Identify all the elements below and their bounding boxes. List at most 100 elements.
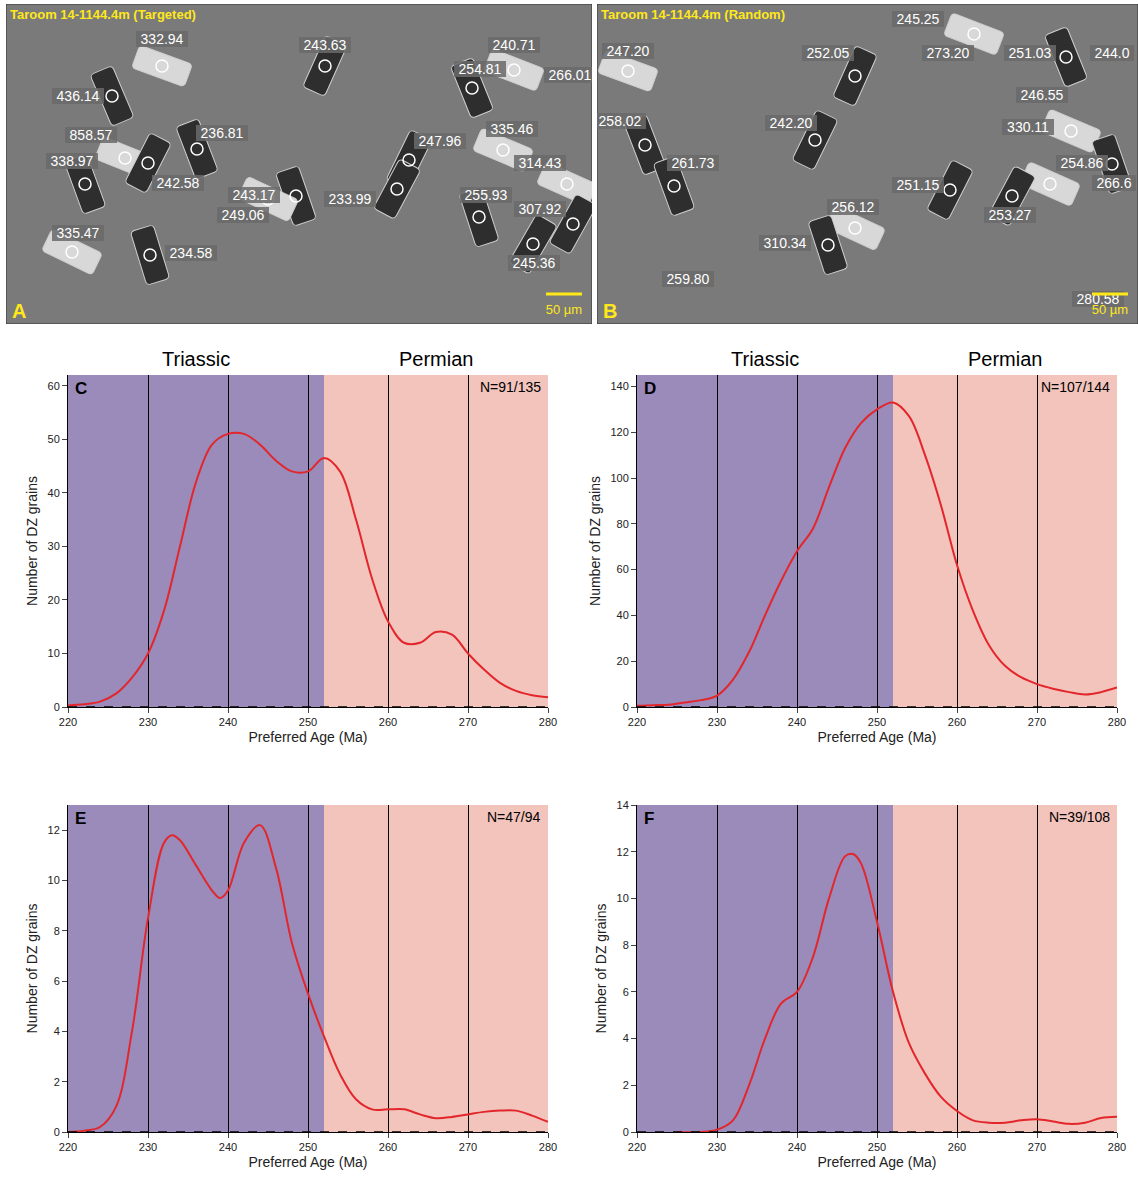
svg-text:0: 0 (623, 701, 629, 713)
svg-text:243.17: 243.17 (233, 187, 276, 203)
svg-text:266.6: 266.6 (1096, 175, 1131, 191)
svg-text:230: 230 (708, 716, 726, 728)
svg-text:12: 12 (48, 824, 60, 836)
svg-text:60: 60 (617, 563, 629, 575)
svg-text:50 µm: 50 µm (546, 302, 582, 317)
svg-text:250: 250 (299, 1141, 317, 1153)
svg-text:250: 250 (868, 1141, 886, 1153)
svg-text:2: 2 (623, 1079, 629, 1091)
svg-text:330.11: 330.11 (1007, 119, 1049, 135)
svg-text:Number of DZ grains: Number of DZ grains (24, 904, 40, 1034)
svg-text:D: D (644, 379, 656, 398)
svg-text:0: 0 (54, 1126, 60, 1138)
svg-text:307.92: 307.92 (519, 201, 562, 217)
svg-text:255.93: 255.93 (465, 187, 508, 203)
svg-text:10: 10 (48, 647, 60, 659)
svg-text:270: 270 (459, 1141, 477, 1153)
svg-text:270: 270 (459, 716, 477, 728)
svg-text:12: 12 (617, 846, 629, 858)
svg-text:234.58: 234.58 (170, 245, 213, 261)
svg-text:280: 280 (1108, 716, 1126, 728)
svg-text:335.47: 335.47 (57, 225, 100, 241)
svg-text:332.94: 332.94 (141, 31, 184, 47)
svg-text:254.81: 254.81 (459, 61, 502, 77)
svg-text:F: F (644, 809, 654, 828)
svg-text:280: 280 (1108, 1141, 1126, 1153)
svg-text:140: 140 (610, 380, 628, 392)
svg-text:220: 220 (59, 1141, 77, 1153)
svg-text:Taroom 14-1144.4m (Random): Taroom 14-1144.4m (Random) (601, 7, 785, 22)
svg-text:80: 80 (617, 518, 629, 530)
svg-text:246.55: 246.55 (1021, 87, 1064, 103)
svg-text:220: 220 (628, 716, 646, 728)
svg-text:251.03: 251.03 (1009, 45, 1052, 61)
svg-text:245.25: 245.25 (897, 11, 940, 27)
svg-text:314.43: 314.43 (519, 155, 562, 171)
svg-text:220: 220 (628, 1141, 646, 1153)
svg-text:260: 260 (948, 1141, 966, 1153)
svg-text:40: 40 (48, 487, 60, 499)
svg-text:N=39/108: N=39/108 (1049, 809, 1110, 825)
svg-text:Number of DZ grains: Number of DZ grains (593, 904, 609, 1034)
svg-text:260: 260 (948, 716, 966, 728)
svg-text:8: 8 (623, 939, 629, 951)
svg-text:Permian: Permian (399, 348, 473, 370)
svg-text:6: 6 (623, 986, 629, 998)
svg-text:Preferred Age (Ma): Preferred Age (Ma) (248, 1154, 367, 1170)
svg-text:249.06: 249.06 (222, 207, 265, 223)
svg-text:Triassic: Triassic (731, 348, 799, 370)
svg-text:N=91/135: N=91/135 (480, 379, 541, 395)
svg-text:240: 240 (219, 1141, 237, 1153)
svg-text:Number of DZ grains: Number of DZ grains (24, 476, 40, 606)
svg-text:50 µm: 50 µm (1092, 302, 1128, 317)
svg-text:858.57: 858.57 (70, 127, 113, 143)
svg-text:260: 260 (379, 716, 397, 728)
svg-text:N=47/94: N=47/94 (487, 809, 541, 825)
svg-text:20: 20 (617, 655, 629, 667)
svg-text:50: 50 (48, 433, 60, 445)
svg-text:245.36: 245.36 (513, 255, 556, 271)
svg-text:233.99: 233.99 (329, 191, 372, 207)
svg-text:254.86: 254.86 (1061, 155, 1104, 171)
svg-text:247.96: 247.96 (419, 133, 462, 149)
svg-text:0: 0 (54, 701, 60, 713)
svg-text:258.02: 258.02 (599, 113, 642, 129)
svg-text:236.81: 236.81 (201, 125, 244, 141)
svg-text:B: B (603, 300, 617, 322)
svg-text:247.20: 247.20 (607, 43, 650, 59)
svg-text:Preferred Age (Ma): Preferred Age (Ma) (248, 729, 367, 745)
svg-text:252.05: 252.05 (807, 45, 850, 61)
svg-text:242.58: 242.58 (157, 175, 200, 191)
svg-text:250: 250 (299, 716, 317, 728)
svg-text:Preferred Age (Ma): Preferred Age (Ma) (817, 1154, 936, 1170)
svg-text:259.80: 259.80 (667, 271, 710, 287)
svg-text:240.71: 240.71 (493, 37, 536, 53)
svg-text:10: 10 (48, 874, 60, 886)
svg-text:40: 40 (617, 609, 629, 621)
svg-text:120: 120 (610, 426, 628, 438)
svg-text:266.01: 266.01 (549, 67, 592, 83)
svg-text:Number of DZ grains: Number of DZ grains (587, 476, 603, 606)
svg-text:436.14: 436.14 (57, 88, 100, 104)
svg-text:E: E (75, 809, 86, 828)
svg-text:2: 2 (54, 1076, 60, 1088)
svg-text:250: 250 (868, 716, 886, 728)
svg-text:260: 260 (379, 1141, 397, 1153)
svg-text:242.20: 242.20 (770, 115, 813, 131)
svg-text:251.15: 251.15 (897, 177, 940, 193)
svg-text:240: 240 (788, 716, 806, 728)
svg-text:Triassic: Triassic (162, 348, 230, 370)
svg-text:230: 230 (139, 716, 157, 728)
svg-text:230: 230 (139, 1141, 157, 1153)
svg-text:6: 6 (54, 975, 60, 987)
svg-text:230: 230 (708, 1141, 726, 1153)
svg-text:335.46: 335.46 (491, 121, 534, 137)
svg-text:4: 4 (623, 1032, 629, 1044)
svg-text:338.97: 338.97 (51, 153, 94, 169)
svg-text:Taroom 14-1144.4m (Targeted): Taroom 14-1144.4m (Targeted) (10, 7, 196, 22)
svg-text:30: 30 (48, 540, 60, 552)
svg-text:243.63: 243.63 (304, 37, 347, 53)
svg-text:8: 8 (54, 925, 60, 937)
svg-text:280: 280 (539, 716, 557, 728)
svg-text:261.73: 261.73 (672, 155, 715, 171)
